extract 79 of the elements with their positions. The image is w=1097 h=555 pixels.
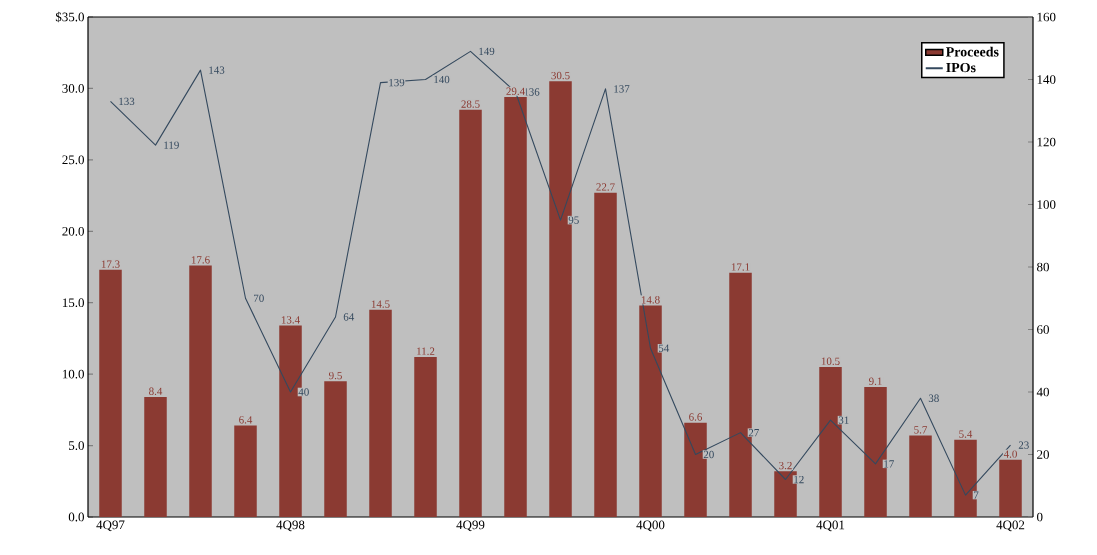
bar	[999, 459, 1022, 517]
y2-tick-label: 100	[1037, 200, 1056, 209]
data-label: 38	[928, 394, 939, 402]
data-label: 28.5	[461, 100, 480, 108]
data-label: 10.5	[821, 357, 840, 365]
data-label: 12	[794, 475, 804, 484]
x-tick-label: 4Q00	[636, 520, 665, 532]
data-label: 17.1	[731, 263, 750, 271]
data-label: 5.7	[914, 426, 928, 434]
bar	[954, 439, 977, 517]
y2-tick-label: 160	[1037, 12, 1056, 22]
y-tick-label: 5.0	[69, 441, 84, 450]
data-label: 9.5	[329, 371, 342, 380]
data-label: 143	[209, 66, 225, 74]
y-tick-label: 15.0	[62, 298, 84, 308]
data-label: 30.5	[551, 71, 570, 80]
y2-tick-label: 80	[1037, 262, 1049, 272]
data-label: 17	[884, 460, 894, 468]
bar	[369, 309, 392, 517]
x-tick-label: 4Q98	[276, 520, 305, 532]
x-tick-label: 4Q01	[816, 520, 845, 532]
data-label: 3.2	[779, 461, 792, 470]
data-label: 40	[298, 388, 309, 396]
data-label: 70	[254, 294, 264, 302]
x-tick-label: 4Q99	[456, 520, 485, 532]
data-label: 4.0	[1003, 450, 1017, 458]
bar	[234, 425, 257, 517]
data-label: 9.1	[869, 377, 882, 385]
data-label: 119	[164, 141, 179, 149]
data-label: 6.4	[239, 416, 253, 424]
data-label: 136	[524, 88, 540, 96]
y2-tick-label: 40	[1036, 387, 1049, 397]
bar	[414, 357, 437, 517]
data-label: 22.7	[596, 183, 615, 191]
data-label: 6.6	[689, 413, 703, 421]
y-tick-label: 25.0	[62, 155, 84, 165]
data-label: 20	[703, 450, 714, 459]
data-label: 5.4	[959, 430, 973, 438]
y-tick-label: 0.0	[68, 512, 84, 522]
y2-tick-label: 60	[1037, 325, 1049, 334]
bar	[189, 265, 212, 517]
bar	[504, 97, 527, 517]
data-label: 14.8	[641, 296, 660, 304]
data-label: 11.2	[417, 347, 435, 355]
data-label: 8.4	[149, 387, 163, 395]
y-tick-label: 30.0	[62, 84, 84, 93]
bar	[594, 192, 617, 517]
bar	[324, 381, 347, 517]
data-label: 137	[614, 85, 630, 93]
data-label: 95	[568, 216, 579, 224]
y-tick-label: 10.0	[62, 369, 84, 379]
data-label: 23	[1018, 441, 1029, 449]
data-label: 54	[658, 344, 670, 352]
y-tick-label: 20.0	[62, 226, 84, 236]
legend-label: Proceeds	[945, 46, 999, 57]
y2-tick-label: 140	[1037, 75, 1056, 84]
data-label: 64	[343, 313, 355, 321]
data-label: 133	[119, 97, 135, 106]
data-label: 139	[389, 78, 405, 87]
data-label: 27	[748, 429, 759, 437]
data-label: 17.6	[191, 256, 210, 264]
data-label: 149	[479, 47, 495, 56]
y2-tick-label: 20	[1037, 450, 1049, 459]
data-label: 31	[838, 416, 849, 424]
x-tick-label: 4Q97	[96, 520, 125, 532]
data-label: 13.4	[281, 316, 300, 324]
data-label: 17.3	[101, 260, 120, 268]
bar	[99, 269, 122, 517]
y2-tick-label: 0	[1037, 512, 1043, 522]
bar	[459, 109, 482, 517]
bar	[144, 397, 167, 517]
data-label: 140	[434, 75, 450, 84]
y2-tick-label: 120	[1037, 137, 1056, 147]
bar	[909, 435, 932, 517]
y-tick-label: $35.0	[55, 11, 84, 23]
data-label: 7	[974, 491, 979, 499]
data-label: 14.5	[371, 300, 390, 308]
x-tick-label: 4Q02	[996, 520, 1025, 532]
legend-label: IPOs	[946, 62, 976, 73]
